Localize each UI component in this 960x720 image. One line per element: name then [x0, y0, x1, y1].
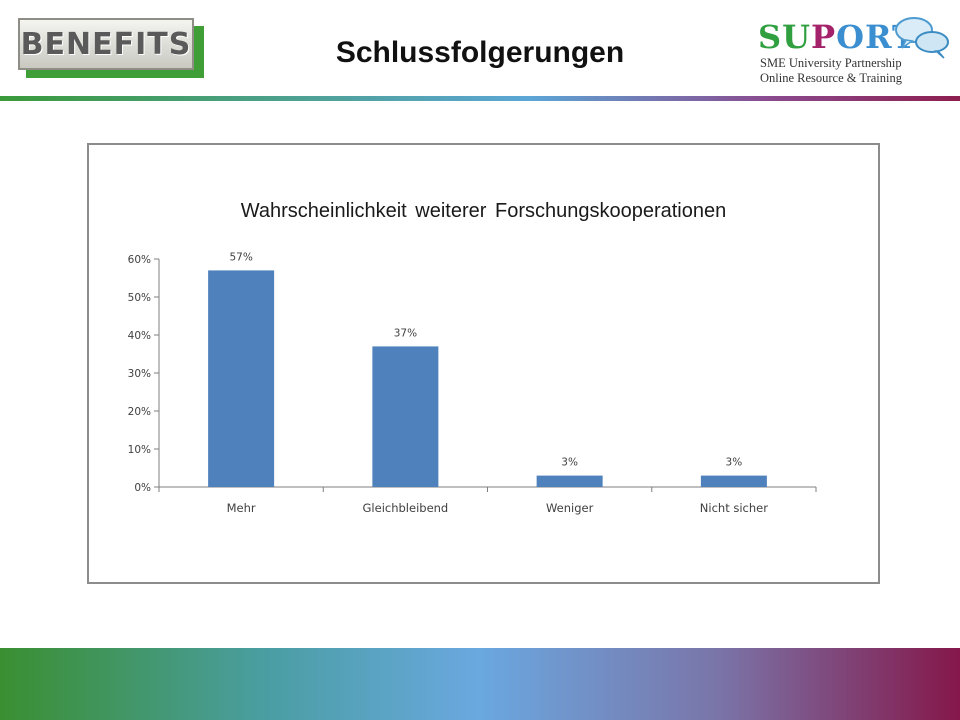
x-category-label: Weniger [546, 501, 594, 515]
chart-frame: Wahrscheinlichkeit weiterer Forschungsko… [87, 143, 880, 584]
chart-title: Wahrscheinlichkeit weiterer Forschungsko… [240, 200, 727, 222]
y-tick-label: 30% [128, 368, 151, 380]
bar-3 [536, 475, 603, 487]
y-tick-label: 20% [128, 406, 151, 418]
x-category-label: Gleichbleibend [363, 501, 449, 515]
benefits-logo-text: BENEFITS [20, 26, 192, 62]
y-tick-label: 10% [128, 444, 151, 456]
y-tick-label: 0% [134, 482, 151, 494]
x-category-label: Mehr [227, 501, 256, 515]
slide-title: Schlussfolgerungen [335, 36, 625, 69]
data-label: 3% [561, 457, 578, 469]
suport-word-part-1: SU [758, 18, 812, 56]
data-label: 3% [726, 457, 743, 469]
x-category-label: Nicht sicher [700, 501, 768, 515]
benefits-logo: BENEFITS [18, 18, 206, 80]
footer-band [0, 648, 960, 720]
y-tick-label: 60% [128, 254, 151, 266]
bar-2 [372, 346, 439, 487]
speech-bubbles-icon [895, 17, 949, 59]
y-tick-label: 50% [128, 292, 151, 304]
data-label: 57% [229, 251, 252, 263]
y-tick-label: 40% [128, 330, 151, 342]
bar-chart: 0% 10% 20% 30% 40% 50% 60% 57% Mehr 37% Gleichblei… [128, 251, 817, 515]
header-divider [0, 96, 960, 101]
bar-1 [208, 270, 275, 487]
data-label: 37% [394, 327, 417, 339]
suport-logo: SUPORT SME University Partnership Online… [758, 17, 949, 88]
suport-word-part-2: P [811, 18, 837, 56]
bar-4 [700, 475, 767, 487]
suport-tagline-1: SME University Partnership [760, 56, 902, 70]
benefits-logo-plate: BENEFITS [18, 18, 194, 70]
suport-tagline-2: Online Resource & Training [760, 71, 903, 85]
